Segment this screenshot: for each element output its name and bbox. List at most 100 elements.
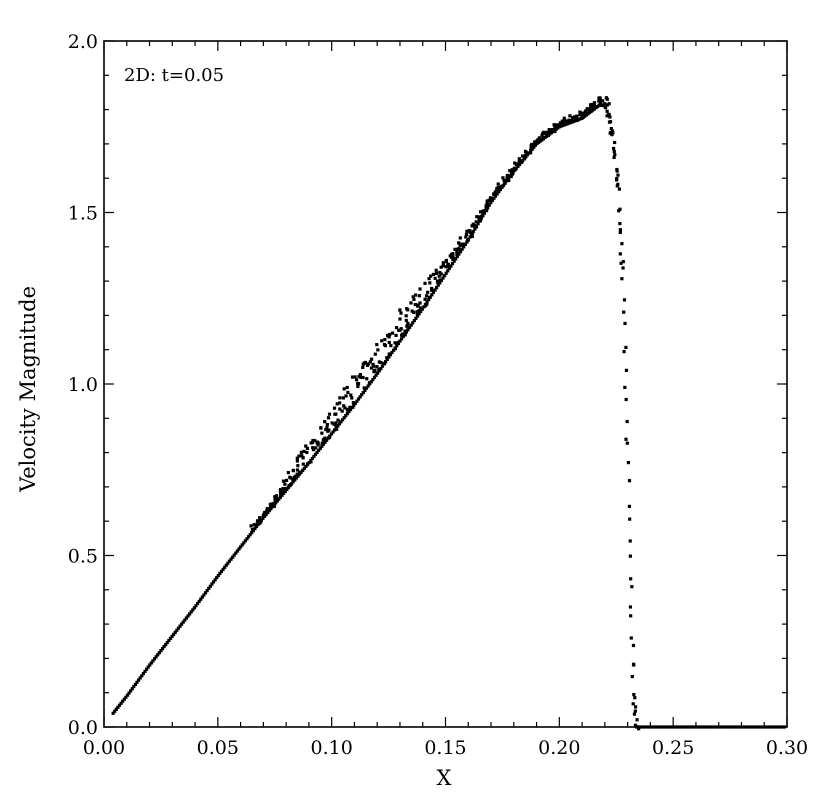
data-point: [468, 229, 472, 233]
data-point: [311, 446, 315, 450]
x-tick-label: 0.15: [424, 737, 466, 759]
data-point: [611, 146, 616, 151]
data-point: [736, 725, 740, 729]
data-point: [337, 422, 342, 426]
data-point: [470, 232, 474, 236]
data-point: [771, 725, 775, 729]
data-point: [437, 274, 441, 278]
data-point: [514, 166, 518, 170]
data-point: [564, 119, 568, 123]
data-point: [188, 612, 192, 616]
data-point: [375, 343, 379, 347]
data-point: [782, 725, 786, 729]
data-point: [226, 561, 230, 565]
data-point: [398, 308, 402, 312]
data-point: [496, 182, 500, 186]
data-point: [203, 591, 208, 595]
data-point: [470, 224, 474, 228]
data-point: [482, 211, 487, 215]
time-annotation: 2D: t=0.05: [124, 65, 224, 86]
data-point: [252, 523, 256, 527]
data-point: [550, 127, 555, 132]
data-point: [605, 109, 609, 113]
data-point: [749, 725, 754, 729]
data-point: [342, 387, 346, 391]
data-point: [288, 484, 292, 488]
data-point: [492, 196, 496, 200]
data-point: [345, 407, 350, 411]
data-point: [744, 725, 748, 729]
data-point: [629, 614, 633, 618]
data-point: [420, 307, 424, 311]
data-point: [121, 699, 125, 703]
data-point: [325, 426, 329, 430]
data-point: [490, 198, 494, 202]
data-point: [495, 188, 499, 192]
data-point: [632, 712, 637, 716]
y-tick-label: 0.5: [68, 546, 98, 568]
data-point: [184, 616, 189, 620]
data-point: [152, 657, 157, 661]
data-point: [451, 252, 455, 256]
data-point: [633, 696, 637, 700]
data-point: [613, 153, 617, 157]
data-point: [633, 709, 637, 713]
data-point: [234, 551, 238, 555]
data-point: [450, 262, 455, 266]
data-point: [498, 187, 502, 192]
data-point: [444, 271, 448, 275]
plot-border: [103, 40, 788, 728]
data-point: [624, 345, 628, 350]
data-point: [400, 332, 405, 336]
data-point: [380, 364, 385, 368]
x-tick-label: 0.20: [538, 737, 580, 759]
data-point: [624, 437, 628, 441]
data-point: [530, 145, 534, 149]
data-point: [282, 491, 286, 495]
data-point: [455, 254, 459, 259]
data-point: [431, 290, 436, 295]
data-point: [667, 725, 672, 729]
data-point: [286, 470, 290, 475]
data-point: [591, 102, 595, 106]
data-point: [625, 441, 629, 445]
data-point: [733, 725, 737, 729]
data-point: [116, 705, 120, 709]
data-point: [430, 286, 434, 291]
data-point: [477, 217, 481, 221]
data-point: [409, 301, 413, 305]
data-point: [387, 340, 391, 345]
data-point: [766, 725, 770, 729]
data-point: [433, 288, 437, 292]
data-point: [417, 309, 421, 313]
data-point: [281, 479, 286, 483]
data-point: [311, 447, 316, 452]
data-point: [618, 252, 622, 256]
data-point: [708, 725, 713, 729]
data-point: [427, 276, 431, 281]
data-point: [259, 520, 263, 524]
data-point: [210, 582, 214, 586]
data-point: [235, 549, 240, 553]
data-point: [523, 149, 528, 153]
data-point: [557, 123, 561, 127]
data-point: [295, 468, 300, 472]
data-point: [578, 110, 582, 114]
data-point: [137, 678, 141, 682]
data-point: [373, 352, 377, 356]
data-point: [336, 424, 340, 428]
data-point: [259, 518, 263, 522]
data-point: [357, 374, 361, 379]
data-point: [170, 634, 174, 638]
data-point: [581, 111, 585, 115]
data-point: [774, 725, 778, 729]
data-point: [356, 382, 361, 386]
data-point: [509, 174, 513, 179]
data-point: [528, 151, 533, 155]
y-tick-label: 1.0: [68, 374, 98, 396]
data-point: [289, 482, 294, 486]
data-point: [314, 446, 318, 450]
data-point: [562, 123, 566, 127]
data-point: [439, 265, 443, 269]
data-point: [253, 526, 257, 531]
